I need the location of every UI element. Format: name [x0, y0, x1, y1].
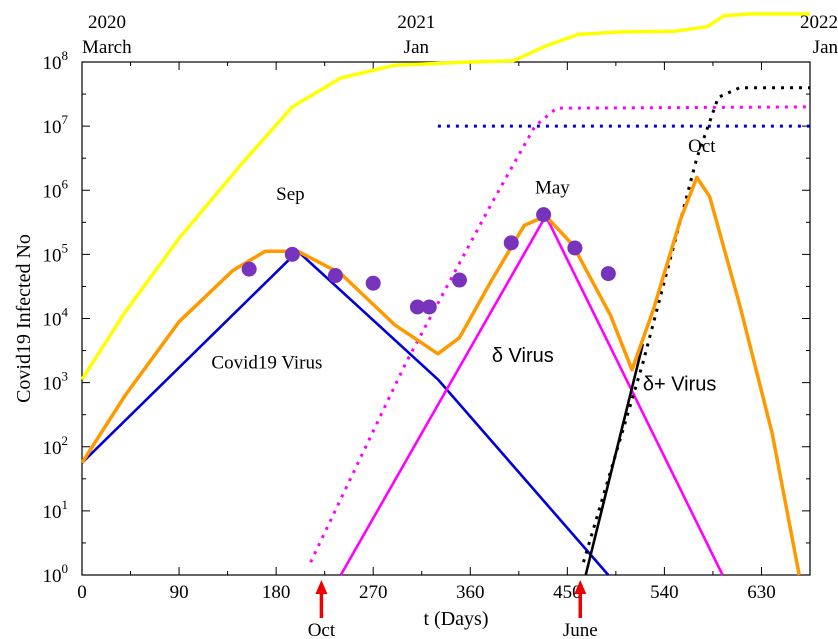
y-tick-labels: 100 101 102 103 104 105 106 107 108	[43, 48, 69, 587]
event-arrows: Oct June	[308, 580, 598, 639]
data-point	[327, 268, 343, 284]
series-line-8	[80, 175, 801, 576]
arrow-label: Oct	[308, 620, 336, 639]
x-axis-label: t (Days)	[424, 608, 489, 630]
annotation-label: Sep	[276, 184, 305, 205]
top-date-labels: 2020 March 2021 Jan 2022 Jan	[82, 12, 838, 58]
arrow-head	[315, 580, 328, 594]
x-tick-label: 540	[650, 582, 679, 603]
data-point	[284, 246, 300, 262]
arrow-head	[574, 580, 587, 594]
y-tick-label: 107	[43, 112, 69, 138]
series-line-1	[81, 249, 610, 576]
data-point	[409, 299, 425, 315]
axis-ticks	[81, 61, 810, 576]
data-point	[600, 266, 616, 282]
top-label-year: 2022	[800, 12, 838, 33]
y-tick-label: 108	[43, 48, 69, 74]
arrow-label: June	[563, 620, 598, 639]
y-tick-label: 101	[43, 497, 69, 523]
data-points	[241, 207, 616, 315]
series-line-5	[309, 105, 811, 563]
x-tick-label: 450	[553, 582, 582, 603]
annotation-label: δ Virus	[492, 345, 554, 367]
data-point	[536, 207, 552, 223]
y-tick-label: 103	[43, 369, 69, 395]
x-tick-label: 630	[747, 582, 776, 603]
annotations: Sep May Oct Covid19 Virus δ Virus δ+ Virus	[211, 136, 716, 396]
plot-area	[80, 12, 811, 576]
top-label-month: March	[82, 37, 132, 58]
top-label-month: Jan	[404, 37, 430, 58]
data-point	[365, 275, 381, 291]
x-tick-label: 180	[262, 582, 291, 603]
data-point	[503, 235, 519, 251]
annotation-label: May	[535, 177, 570, 198]
top-label-year: 2021	[397, 12, 435, 33]
series-line-7	[80, 12, 810, 381]
data-point	[451, 272, 467, 288]
y-tick-label: 105	[43, 240, 69, 266]
data-point	[241, 261, 257, 277]
y-tick-label: 104	[43, 305, 69, 331]
annotation-label: δ+ Virus	[643, 373, 717, 395]
data-point	[421, 299, 437, 315]
y-tick-label: 100	[43, 561, 69, 587]
annotation-label: Covid19 Virus	[211, 353, 322, 374]
y-tick-label: 106	[43, 176, 69, 202]
y-axis-label: Covid19 Infected No	[13, 234, 35, 403]
x-tick-label: 270	[359, 582, 388, 603]
y-tick-label: 102	[43, 433, 69, 459]
series-lines	[80, 12, 811, 576]
top-label-month: Jan	[813, 37, 838, 58]
data-point	[567, 240, 583, 256]
x-tick-label: 360	[456, 582, 485, 603]
x-tick-label: 0	[77, 582, 87, 603]
x-tick-label: 90	[170, 582, 189, 603]
series-line-6	[582, 86, 810, 563]
annotation-label: Oct	[688, 136, 716, 157]
series-line-3	[584, 343, 645, 576]
x-tick-labels: 0 90 180 270 360 450 540 630	[77, 582, 775, 603]
top-label-year: 2020	[88, 12, 126, 33]
